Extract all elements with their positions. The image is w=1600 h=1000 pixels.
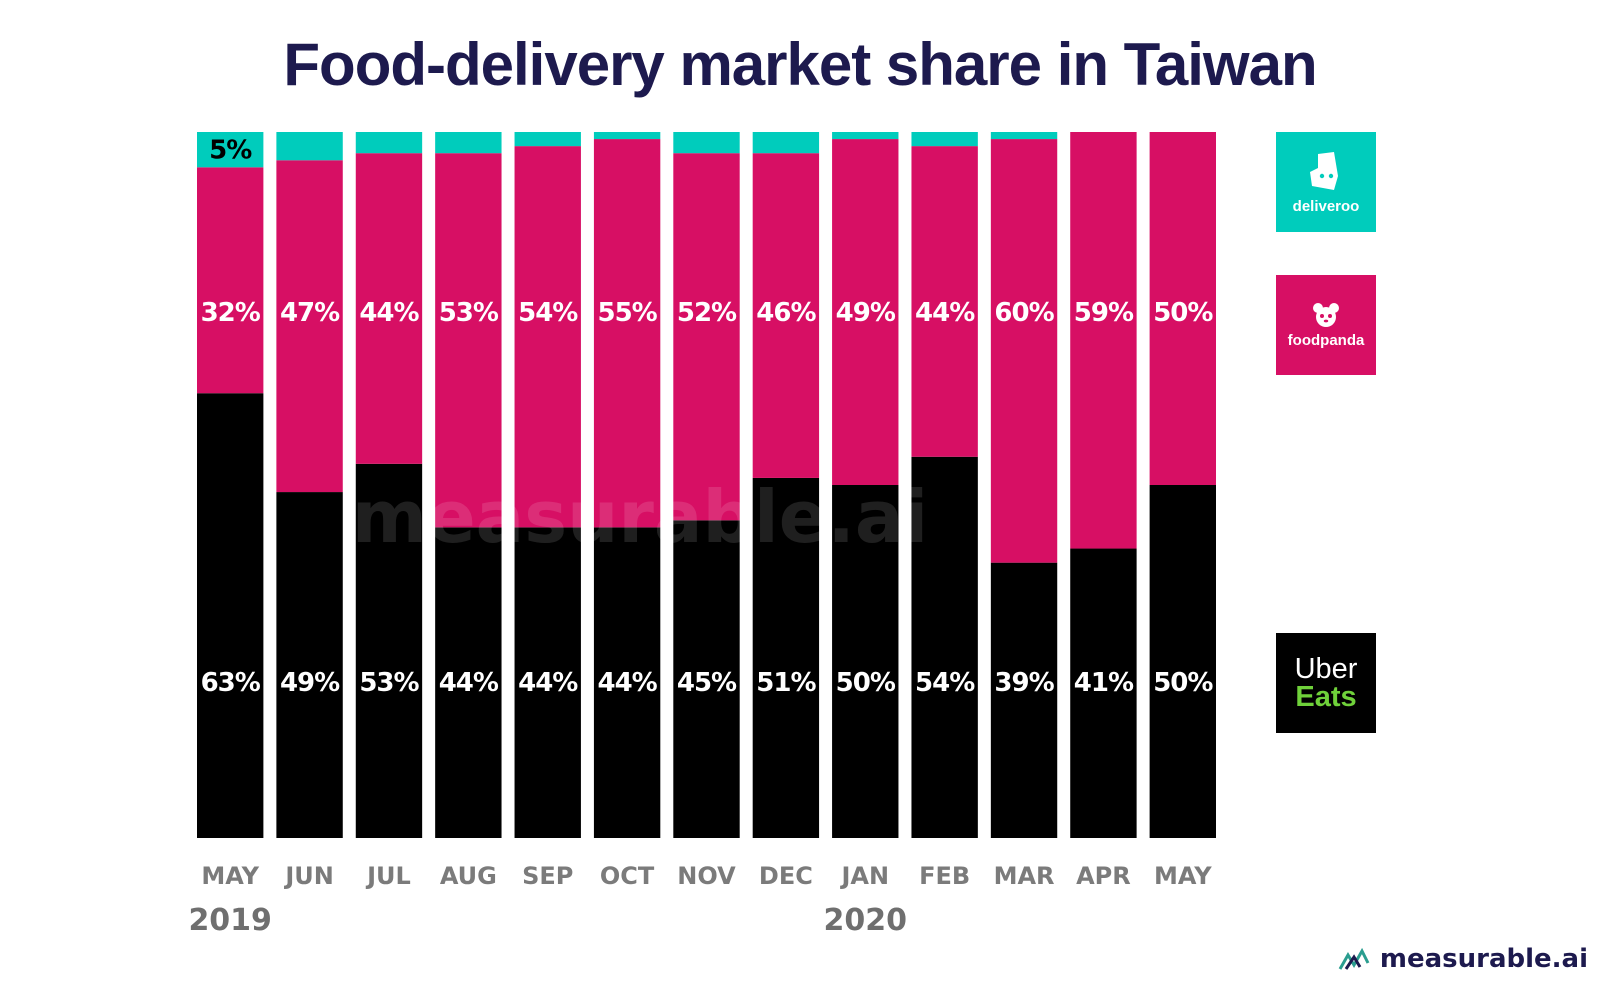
data-label-foodpanda-4: 54% bbox=[518, 298, 578, 328]
x-tick-label-8: JAN bbox=[839, 862, 889, 890]
data-label-uber-eats-12: 50% bbox=[1153, 668, 1213, 698]
bar-uber-eats-7 bbox=[752, 477, 820, 838]
data-label-uber-eats-2: 53% bbox=[359, 668, 419, 698]
bar-uber-eats-10 bbox=[990, 562, 1058, 838]
bar-uber-eats-6 bbox=[673, 520, 740, 838]
bar-uber-eats-0 bbox=[197, 393, 264, 838]
data-label-foodpanda-0: 32% bbox=[201, 298, 261, 328]
bar-foodpanda-10 bbox=[990, 139, 1058, 563]
data-label-uber-eats-4: 44% bbox=[518, 668, 578, 698]
bar-foodpanda-2 bbox=[355, 153, 423, 464]
bars-layer bbox=[197, 132, 1216, 838]
bar-deliveroo-8 bbox=[832, 132, 899, 140]
x-tick-label-4: SEP bbox=[522, 862, 573, 890]
bar-deliveroo-6 bbox=[673, 132, 740, 154]
legend-deliveroo-label: deliveroo bbox=[1292, 197, 1360, 215]
bar-uber-eats-3 bbox=[435, 527, 502, 838]
x-tick-label-12: MAY bbox=[1154, 862, 1212, 890]
x-tick-label-6: NOV bbox=[677, 862, 736, 890]
data-label-uber-eats-10: 39% bbox=[994, 668, 1054, 698]
bar-uber-eats-8 bbox=[832, 485, 899, 838]
bar-foodpanda-5 bbox=[593, 139, 661, 528]
bar-deliveroo-1 bbox=[276, 132, 343, 161]
legend-deliveroo: deliveroo bbox=[1276, 132, 1376, 232]
bar-uber-eats-5 bbox=[593, 527, 661, 838]
bar-deliveroo-7 bbox=[752, 132, 820, 154]
bar-foodpanda-8 bbox=[832, 139, 899, 485]
data-label-uber-eats-6: 45% bbox=[677, 668, 737, 698]
bar-uber-eats-4 bbox=[514, 527, 581, 838]
bar-deliveroo-3 bbox=[435, 132, 502, 154]
data-label-foodpanda-7: 46% bbox=[756, 298, 816, 328]
data-label-uber-eats-1: 49% bbox=[280, 668, 340, 698]
legend-foodpanda: foodpanda bbox=[1276, 275, 1376, 375]
brand-logo: measurable.ai bbox=[1338, 944, 1588, 974]
data-label-uber-eats-8: 50% bbox=[836, 668, 896, 698]
data-label-foodpanda-6: 52% bbox=[677, 298, 737, 328]
bar-foodpanda-7 bbox=[752, 153, 820, 478]
data-label-foodpanda-1: 47% bbox=[280, 298, 340, 328]
data-label-uber-eats-5: 44% bbox=[597, 668, 657, 698]
x-tick-label-10: MAR bbox=[994, 862, 1055, 890]
data-label-foodpanda-5: 55% bbox=[597, 298, 657, 328]
bar-deliveroo-2 bbox=[355, 132, 423, 154]
legend-ubereats-line1: Uber bbox=[1294, 653, 1358, 685]
data-label-foodpanda-9: 44% bbox=[915, 298, 975, 328]
bar-deliveroo-0 bbox=[197, 132, 264, 168]
year-label-2020: 2020 bbox=[824, 903, 908, 938]
bar-uber-eats-11 bbox=[1070, 548, 1137, 838]
data-label-uber-eats-11: 41% bbox=[1074, 668, 1134, 698]
data-label-uber-eats-9: 54% bbox=[915, 668, 975, 698]
bar-deliveroo-10 bbox=[990, 132, 1058, 140]
data-label-uber-eats-7: 51% bbox=[756, 668, 816, 698]
data-label-foodpanda-3: 53% bbox=[439, 298, 499, 328]
bar-foodpanda-12 bbox=[1149, 132, 1216, 485]
data-label-foodpanda-10: 60% bbox=[994, 298, 1054, 328]
brand-name: measurable.ai bbox=[1379, 944, 1588, 974]
x-tick-label-0: MAY bbox=[201, 862, 259, 890]
data-label-foodpanda-8: 49% bbox=[836, 298, 896, 328]
x-tick-label-5: OCT bbox=[600, 862, 655, 890]
x-tick-label-11: APR bbox=[1076, 862, 1131, 890]
watermark-text: measurable.ai bbox=[352, 475, 928, 559]
legend-ubereats-line2: Eats bbox=[1295, 681, 1357, 713]
bar-foodpanda-1 bbox=[276, 160, 343, 493]
x-tick-label-7: DEC bbox=[759, 862, 813, 890]
bar-uber-eats-12 bbox=[1149, 485, 1216, 838]
data-label-uber-eats-0: 63% bbox=[201, 668, 261, 698]
labels-layer: 63% 32% 5% 49% 47% 53% 44% 44% 53% 44% 54% 44% 55% 45… bbox=[201, 136, 1215, 698]
x-tick-label-2: JUL bbox=[365, 862, 411, 890]
legend-ubereats: Uber Eats bbox=[1276, 633, 1376, 733]
bar-foodpanda-9 bbox=[911, 146, 978, 457]
bar-foodpanda-3 bbox=[435, 153, 502, 528]
data-label-uber-eats-3: 44% bbox=[439, 668, 499, 698]
data-label-deliveroo-0: 5% bbox=[209, 136, 252, 166]
x-tick-label-3: AUG bbox=[440, 862, 497, 890]
x-tick-label-9: FEB bbox=[919, 862, 970, 890]
bar-deliveroo-5 bbox=[593, 132, 661, 140]
bar-deliveroo-9 bbox=[911, 132, 978, 147]
bar-foodpanda-4 bbox=[514, 146, 581, 528]
bar-foodpanda-6 bbox=[673, 153, 740, 521]
x-tick-label-1: JUN bbox=[283, 862, 334, 890]
data-label-foodpanda-12: 50% bbox=[1153, 298, 1213, 328]
bar-deliveroo-4 bbox=[514, 132, 581, 147]
chart-title: Food-delivery market share in Taiwan bbox=[283, 31, 1317, 98]
bar-foodpanda-0 bbox=[197, 167, 264, 394]
bar-uber-eats-2 bbox=[355, 463, 423, 838]
panda-face-icon bbox=[1313, 302, 1339, 327]
x-tick-labels: MAY JUN JUL AUG SEP OCT NOV DEC JAN FEB MAR APR MAY 2… bbox=[188, 862, 1212, 938]
legend-foodpanda-label: foodpanda bbox=[1287, 331, 1365, 349]
bar-uber-eats-9 bbox=[911, 456, 978, 838]
year-label-2019: 2019 bbox=[188, 903, 272, 938]
bar-foodpanda-11 bbox=[1070, 132, 1137, 549]
bar-uber-eats-1 bbox=[276, 492, 343, 838]
data-label-foodpanda-11: 59% bbox=[1074, 298, 1134, 328]
deliveroo-kangaroo-icon bbox=[1310, 151, 1338, 190]
measurable-logo-icon bbox=[1338, 947, 1370, 970]
data-label-foodpanda-2: 44% bbox=[359, 298, 419, 328]
